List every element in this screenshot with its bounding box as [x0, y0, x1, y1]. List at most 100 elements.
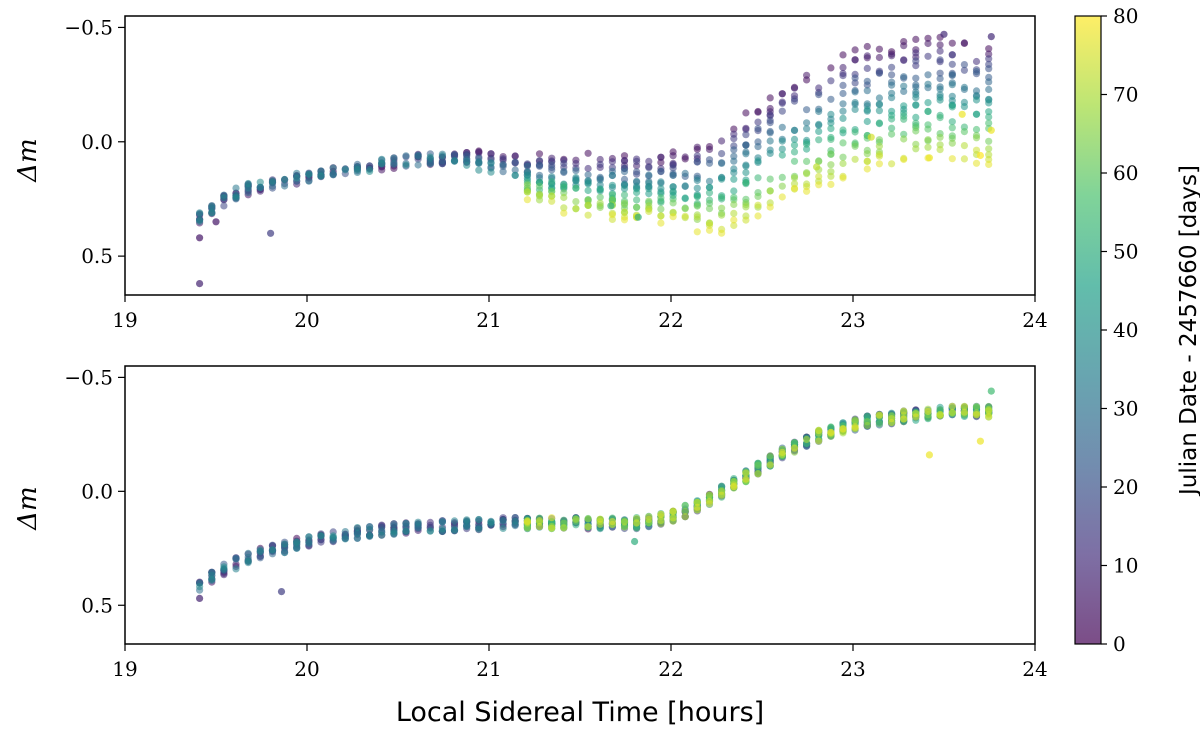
scatter-point: [985, 99, 993, 107]
scatter-point: [875, 160, 884, 168]
scatter-point: [900, 407, 908, 415]
scatter-point: [645, 207, 653, 216]
scatter-point: [778, 182, 786, 190]
scatter-point: [778, 107, 786, 115]
scatter-point: [888, 81, 896, 89]
scatter-point: [584, 201, 592, 209]
scatter-point: [353, 524, 361, 532]
scatter-point: [693, 152, 701, 160]
scatter-point: [572, 205, 580, 213]
scatter-point: [839, 425, 847, 433]
scatter-point: [366, 532, 374, 540]
scatter-point: [657, 516, 665, 525]
scatter-point: [987, 387, 995, 395]
scatter-point: [754, 461, 762, 469]
scatter-point: [208, 575, 216, 583]
scatter-point: [948, 118, 956, 126]
scatter-point: [960, 155, 969, 163]
scatter-point: [985, 119, 993, 127]
scatter-point: [281, 540, 289, 548]
scatter-point: [657, 194, 665, 202]
x-tick-label: 19: [112, 657, 137, 681]
scatter-point: [790, 184, 799, 192]
scatter-point: [790, 174, 799, 182]
scatter-point: [681, 507, 689, 515]
scatter-point: [620, 518, 629, 526]
bottom-panel-ylabel: Δm: [13, 486, 43, 530]
scatter-point: [912, 145, 920, 153]
scatter-point: [681, 169, 689, 177]
scatter-point: [535, 517, 544, 525]
scatter-point: [985, 407, 993, 415]
scatter-point: [924, 107, 932, 115]
scatter-point: [414, 161, 422, 169]
scatter-point: [754, 143, 762, 151]
scatter-point: [548, 192, 556, 200]
scatter-point: [596, 199, 604, 207]
scatter-point: [839, 139, 847, 147]
scatter-point: [390, 160, 398, 168]
scatter-point: [232, 565, 240, 573]
scatter-point: [620, 191, 629, 199]
scatter-point: [960, 408, 969, 416]
scatter-point: [875, 411, 884, 419]
scatter-point: [985, 108, 993, 116]
scatter-point: [867, 133, 875, 141]
scatter-point: [948, 139, 956, 147]
scatter-point: [681, 502, 689, 510]
scatter-point: [438, 157, 446, 165]
scatter-point: [924, 80, 932, 88]
scatter-point: [972, 110, 981, 118]
scatter-point: [875, 136, 884, 144]
scatter-point: [924, 52, 932, 60]
scatter-point: [693, 158, 701, 166]
scatter-point: [875, 152, 884, 160]
scatter-point: [778, 145, 786, 153]
scatter-point: [790, 141, 799, 149]
scatter-point: [754, 157, 762, 165]
scatter-point: [960, 142, 969, 150]
scatter-point: [925, 154, 934, 162]
bottom-panel-points: [196, 387, 995, 603]
scatter-point: [560, 167, 568, 175]
scatter-point: [414, 518, 422, 526]
y-tick-label: 0.0: [81, 130, 113, 154]
scatter-point: [633, 196, 641, 204]
scatter-point: [560, 183, 568, 191]
scatter-point: [827, 64, 835, 72]
scatter-point: [212, 218, 220, 226]
scatter-point: [754, 470, 762, 478]
scatter-point: [633, 157, 641, 165]
scatter-point: [827, 119, 835, 127]
scatter-point: [960, 128, 969, 136]
scatter-point: [936, 96, 944, 104]
scatter-point: [972, 146, 981, 154]
scatter-point: [766, 129, 774, 137]
scatter-point: [390, 520, 398, 528]
scatter-point: [863, 87, 871, 95]
scatter-point: [839, 114, 847, 122]
scatter-point: [705, 199, 714, 207]
scatter-point: [960, 83, 969, 91]
x-tick-label: 20: [294, 657, 319, 681]
scatter-point: [827, 428, 835, 436]
scatter-point: [450, 526, 459, 534]
scatter-point: [839, 159, 847, 168]
x-tick-label: 23: [840, 308, 865, 332]
scatter-point: [803, 119, 811, 127]
scatter-point: [548, 514, 556, 522]
scatter-point: [778, 193, 786, 201]
scatter-point: [718, 159, 726, 167]
scatter-point: [511, 166, 519, 174]
scatter-point: [972, 125, 981, 134]
scatter-point: [560, 159, 568, 168]
colorbar-tick-label: 70: [1113, 83, 1138, 107]
scatter-point: [888, 124, 896, 132]
scatter-point: [329, 164, 337, 172]
scatter-point: [827, 110, 835, 118]
scatter-point: [390, 154, 398, 162]
scatter-point: [730, 483, 738, 491]
scatter-point: [730, 135, 738, 143]
scatter-point: [256, 178, 264, 186]
scatter-point: [657, 184, 665, 193]
